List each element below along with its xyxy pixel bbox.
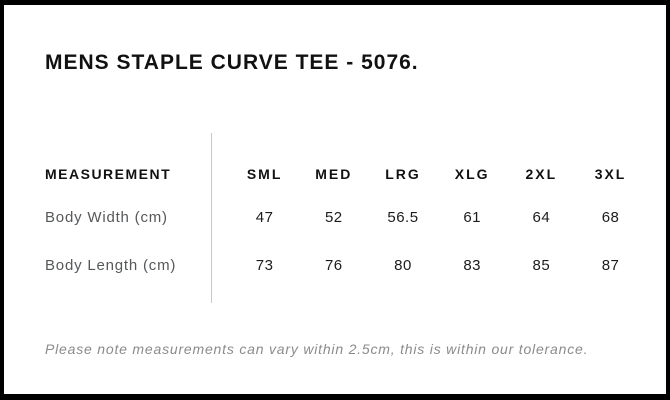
measurement-column-header: MEASUREMENT <box>45 166 172 182</box>
body-width-xlg: 61 <box>463 209 481 226</box>
body-width-3xl: 68 <box>601 209 620 226</box>
table-row-body-width: Body Width (cm) 47 52 56.5 61 64 68 <box>45 209 646 226</box>
size-header-2xl: 2XL <box>525 166 558 182</box>
size-header-sml: SML <box>246 166 283 182</box>
size-header-lrg: LRG <box>385 166 421 182</box>
size-header-xlg: XLG <box>454 166 490 182</box>
body-length-2xl: 85 <box>532 257 551 274</box>
page-title: MENS STAPLE CURVE TEE - 5076. <box>45 51 419 74</box>
body-length-xlg: 83 <box>463 257 481 274</box>
body-length-sml: 73 <box>255 257 274 274</box>
body-length-3xl: 87 <box>601 257 620 274</box>
table-vertical-divider <box>211 133 212 303</box>
row-label-body-width: Body Width (cm) <box>45 209 168 226</box>
size-table-header-row: MEASUREMENT SML MED LRG XLG 2XL 3XL <box>45 166 646 182</box>
tolerance-note: Please note measurements can vary within… <box>45 341 589 357</box>
body-width-sml: 47 <box>255 209 274 226</box>
row-label-body-length: Body Length (cm) <box>45 257 177 274</box>
body-width-2xl: 64 <box>532 209 551 226</box>
body-length-lrg: 80 <box>394 257 412 274</box>
body-width-lrg: 56.5 <box>387 209 419 226</box>
body-width-med: 52 <box>324 209 343 226</box>
size-header-med: MED <box>315 166 353 182</box>
table-row-body-length: Body Length (cm) 73 76 80 83 85 87 <box>45 257 646 274</box>
size-header-3xl: 3XL <box>594 166 627 182</box>
body-length-med: 76 <box>324 257 343 274</box>
